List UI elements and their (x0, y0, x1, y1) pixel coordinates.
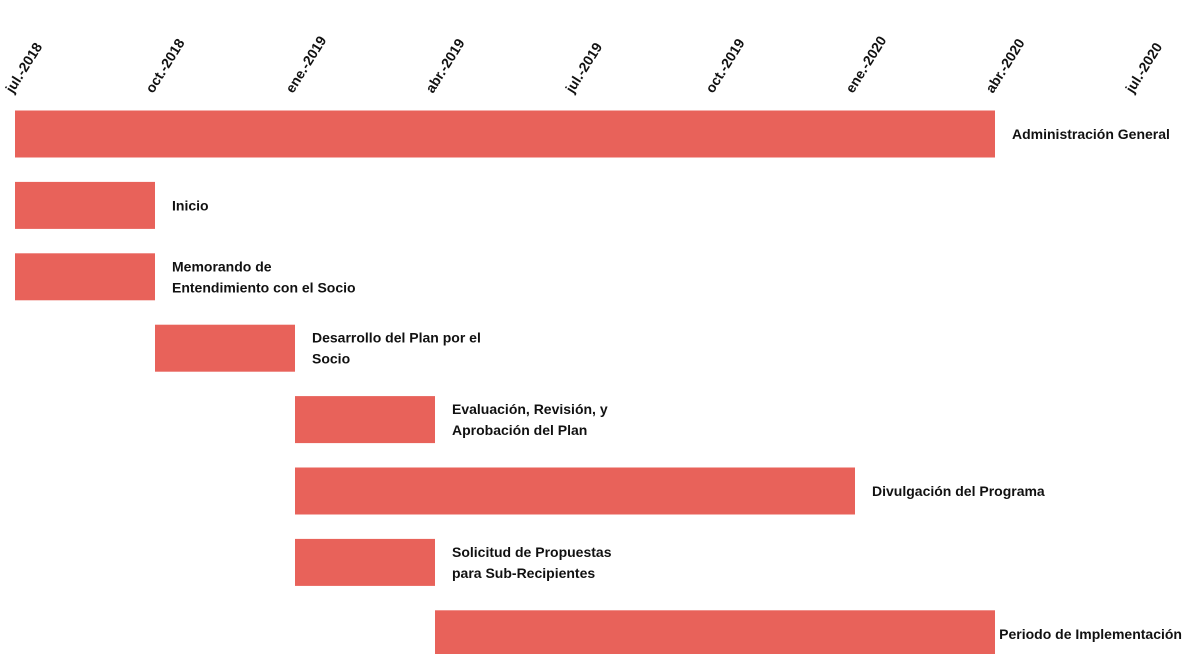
x-tick-label: jul.-2020 (1121, 39, 1165, 96)
bar-label: Evaluación, Revisión, y Aprobación del Pl… (452, 401, 608, 438)
bar-label: Inicio (172, 197, 209, 213)
x-tick-label: jul.-2018 (1, 39, 45, 96)
bar-label: Desarrollo del Plan por el Socio (312, 330, 481, 367)
x-tick-label: ene.-2019 (282, 33, 330, 96)
bar (15, 110, 995, 158)
bar (295, 396, 435, 444)
bar-label: Memorando de Entendimiento con el Socio (172, 258, 356, 295)
x-tick-label: ene.-2020 (842, 33, 890, 96)
bar (155, 324, 295, 372)
bar-label: Divulgación del Programa (872, 483, 1045, 499)
bar (15, 181, 155, 229)
x-tick-label: oct.-2018 (142, 35, 188, 95)
bar (295, 538, 435, 586)
bar (295, 467, 855, 515)
x-tick-label: abr.-2019 (422, 35, 468, 95)
bar-label: Solicitud de Propuestas para Sub-Recipien… (452, 544, 612, 581)
x-tick-label: oct.-2019 (702, 35, 748, 95)
bar (15, 253, 155, 301)
x-tick-label: jul.-2019 (561, 39, 605, 96)
bar-label: Periodo de Implementación (999, 626, 1182, 642)
bar-label: Administración General (1012, 126, 1170, 142)
bar (435, 610, 995, 654)
x-tick-label: abr.-2020 (982, 35, 1028, 95)
